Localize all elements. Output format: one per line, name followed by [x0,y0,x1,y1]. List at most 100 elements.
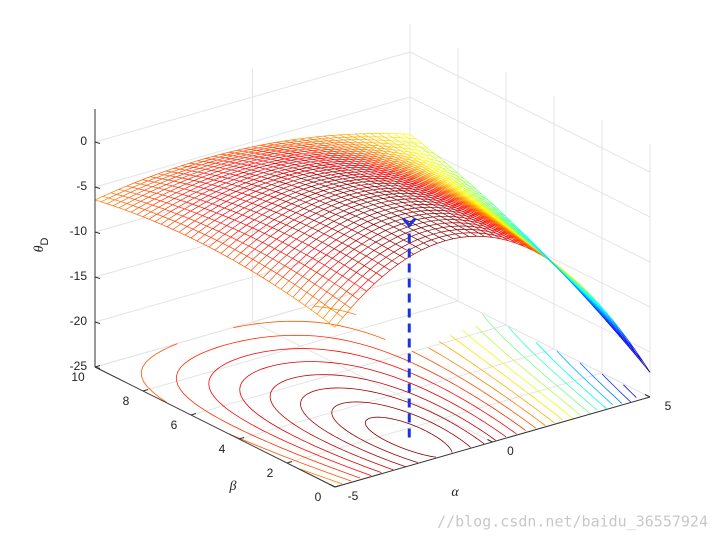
mesh-line [197,159,205,161]
mesh-line [256,191,262,193]
mesh-line [159,207,165,209]
mesh-line [330,232,338,237]
mesh-line [411,202,417,205]
mesh-line [244,203,252,207]
mesh-line [378,263,384,267]
mesh-line [313,252,321,259]
mesh-line [412,236,418,239]
mesh-line [370,234,378,238]
mesh-line [240,195,248,199]
mesh-line [271,168,279,170]
mesh-line [370,215,376,218]
mesh-line [271,158,279,160]
mesh-line [203,211,211,216]
mesh-line [303,269,311,277]
mesh-line [431,220,439,221]
mesh-line [131,208,139,213]
watermark: //blog.csdn.net/baidu_36557924 [437,513,708,531]
mesh-line [375,187,381,189]
mesh-line [259,168,265,169]
mesh-line [159,203,167,207]
mesh-line [217,158,225,160]
mesh-line [320,158,328,159]
mesh-line [360,225,366,228]
mesh-line [119,186,127,189]
mesh-line [380,254,386,257]
mesh-line [281,289,287,293]
mesh-line [400,230,406,233]
mesh-line [339,186,345,188]
mesh-line [327,182,333,184]
mesh-line [329,138,335,140]
mesh-line [350,210,358,213]
mesh-line [421,226,429,228]
mesh-line [303,175,309,177]
mesh-line [311,310,317,314]
mesh-line [208,176,216,179]
mesh-line [319,184,325,186]
mesh-line [164,190,170,192]
mesh-line [277,150,285,151]
mesh-line [329,167,335,169]
mesh-line [357,179,365,180]
mesh-line [198,187,204,189]
mesh-line [320,219,328,224]
mesh-line [270,206,278,210]
mesh-line [310,236,316,239]
mesh-line [308,137,316,138]
mesh-line [319,170,327,171]
mesh-line [286,225,292,228]
mesh-line [411,215,419,217]
mesh-line [383,186,389,188]
mesh-line [125,206,133,210]
mesh-line [178,170,186,173]
mesh-line [322,156,330,157]
mesh-line [336,240,342,243]
mesh-line [259,263,265,266]
mesh-line [307,255,313,258]
mesh-line [325,172,333,173]
mesh-line [357,193,363,195]
mesh-line [461,236,469,237]
mesh-line [259,146,267,148]
mesh-line [298,202,306,206]
mesh-line [208,196,214,198]
mesh-line [271,149,279,150]
mesh-line [178,184,186,188]
mesh-line [181,218,189,223]
mesh-line [277,239,283,242]
mesh-line [372,254,380,260]
mesh-line [259,165,267,167]
mesh-line [227,250,235,257]
mesh-line [269,172,277,174]
mesh-line [264,208,270,210]
mesh-line [338,205,346,208]
mesh-line [309,176,315,178]
mesh-line [400,255,406,259]
mesh-line [270,210,276,212]
mesh-line [392,261,398,265]
mesh-line [396,244,402,247]
mesh-line [317,164,323,166]
mesh-line [262,177,268,179]
mesh-line [227,153,235,155]
mesh-line [287,155,295,156]
mesh-line [317,305,325,314]
mesh-line [219,155,227,157]
mesh-line [352,259,358,262]
mesh-line [170,191,176,193]
mesh-line [366,228,372,231]
mesh-line [229,162,235,163]
mesh-line [319,160,327,161]
mesh-line [215,250,221,253]
mesh-line [164,172,172,175]
contour-line [556,395,580,415]
mesh-line [337,177,343,179]
mesh-line [194,165,202,168]
mesh-line [341,195,349,197]
mesh-line [216,173,224,176]
mesh-line [370,213,378,216]
mesh-line [305,185,311,187]
mesh-line [206,183,212,184]
mesh-line [292,223,300,228]
